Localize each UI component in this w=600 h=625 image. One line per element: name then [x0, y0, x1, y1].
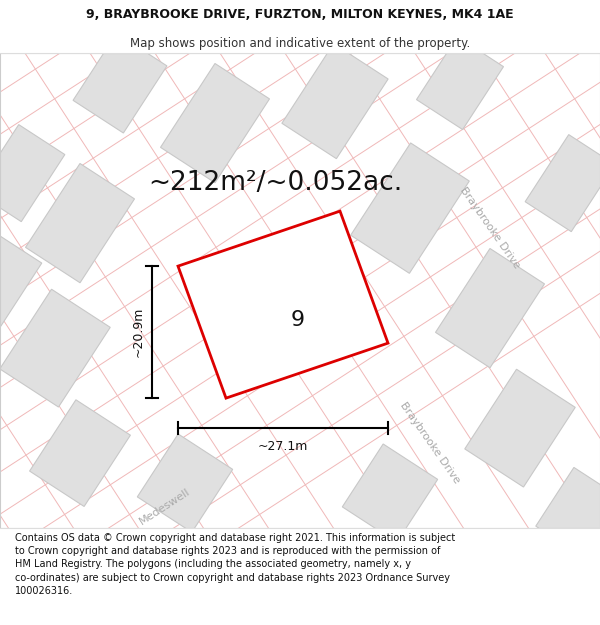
- Polygon shape: [0, 124, 65, 222]
- Polygon shape: [536, 468, 600, 559]
- Polygon shape: [436, 249, 544, 368]
- Polygon shape: [137, 434, 233, 532]
- Polygon shape: [525, 134, 600, 232]
- Polygon shape: [350, 143, 469, 273]
- Polygon shape: [178, 211, 388, 398]
- Polygon shape: [343, 444, 437, 542]
- Polygon shape: [73, 33, 167, 133]
- Text: Medeswell: Medeswell: [138, 486, 192, 526]
- Polygon shape: [161, 64, 269, 182]
- Polygon shape: [0, 289, 110, 407]
- Text: ~212m²/~0.052ac.: ~212m²/~0.052ac.: [148, 170, 402, 196]
- Polygon shape: [26, 164, 134, 282]
- Text: Contains OS data © Crown copyright and database right 2021. This information is : Contains OS data © Crown copyright and d…: [15, 533, 455, 596]
- Polygon shape: [0, 228, 42, 339]
- Text: Map shows position and indicative extent of the property.: Map shows position and indicative extent…: [130, 38, 470, 50]
- Text: ~27.1m: ~27.1m: [258, 439, 308, 452]
- Text: ~20.9m: ~20.9m: [131, 307, 145, 358]
- Polygon shape: [465, 369, 575, 487]
- Text: Braybrooke Drive: Braybrooke Drive: [398, 401, 462, 486]
- Text: Braybrooke Drive: Braybrooke Drive: [458, 186, 522, 271]
- Text: 9: 9: [291, 309, 305, 329]
- Polygon shape: [282, 44, 388, 159]
- Polygon shape: [416, 37, 503, 129]
- Polygon shape: [29, 400, 130, 506]
- Text: 9, BRAYBROOKE DRIVE, FURZTON, MILTON KEYNES, MK4 1AE: 9, BRAYBROOKE DRIVE, FURZTON, MILTON KEY…: [86, 8, 514, 21]
